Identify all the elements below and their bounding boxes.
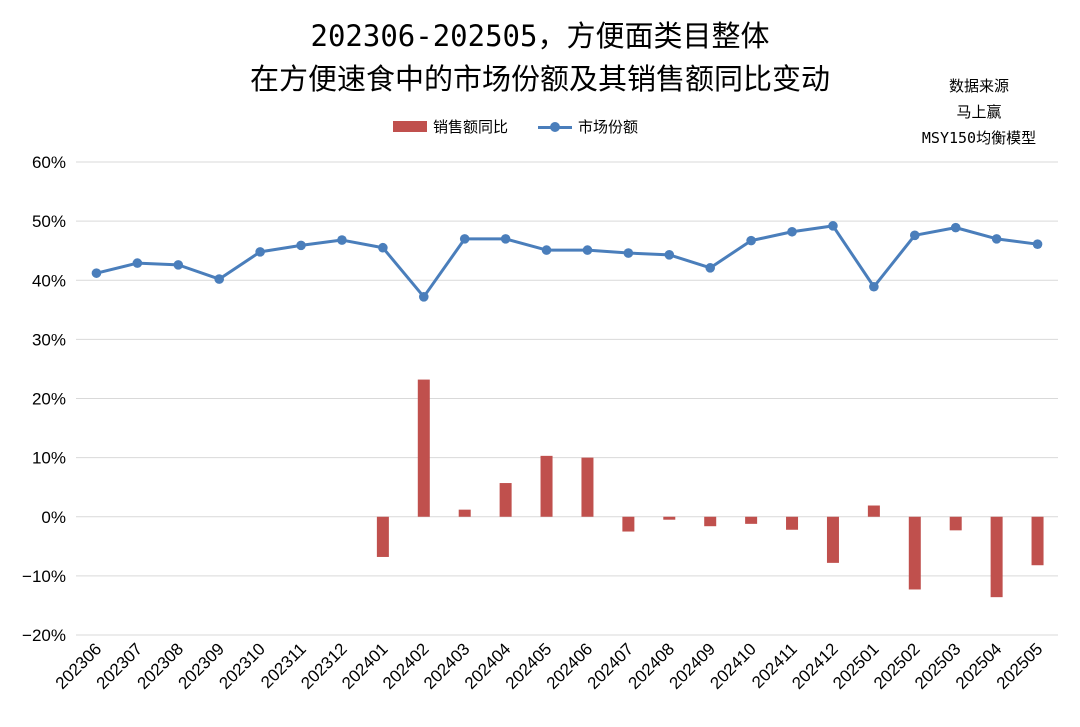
x-tick-label: 202505 [993,639,1047,693]
legend-item-sales-yoy: 销售额同比 [393,116,508,137]
bar-202407 [622,516,635,532]
source-line-2: 马上赢 [956,103,1002,121]
bar-202505 [1031,516,1044,566]
y-tick-label: 20% [32,390,66,409]
point-202505 [1032,239,1043,249]
point-202307 [132,258,143,268]
bar-202403 [458,509,471,517]
legend-label-sales-yoy: 销售额同比 [433,118,509,136]
bar-202409 [704,516,717,527]
y-tick-label: 10% [32,449,66,468]
legend-label-market-share: 市场份额 [578,118,639,136]
market-share-line [96,224,1038,299]
y-tick-label: −10% [22,567,66,586]
source-line-1: 数据来源 [948,77,1009,95]
point-202306 [91,268,102,278]
point-202308 [173,260,184,270]
bar-202405 [540,455,553,517]
legend-swatch-line [538,121,573,133]
point-202310 [255,247,265,257]
point-202311 [296,240,306,251]
bar-202401 [376,516,389,557]
data-source-note: 数据来源 马上赢 MSY150均衡模型 [904,73,1054,151]
chart-title-line2: 在方便速食中的市场份额及其销售额同比变动 [249,62,830,96]
point-202309 [214,274,225,284]
y-tick-label: 40% [32,271,66,290]
point-202410 [746,235,756,246]
y-tick-label: 0% [41,508,66,527]
bar-202406 [581,457,594,517]
point-202406 [582,245,593,255]
point-202402 [418,292,429,302]
bar-202410 [745,516,758,524]
point-202411 [787,226,797,237]
point-202502 [909,230,920,241]
point-202405 [541,245,552,255]
point-202504 [991,234,1002,244]
y-tick-label: 30% [32,330,66,349]
bar-202504 [990,516,1003,598]
y-tick-label: −20% [22,626,66,645]
point-202412 [828,221,838,231]
point-202408 [664,250,675,260]
point-202401 [378,242,388,253]
legend-swatch-bar [393,121,427,132]
point-202407 [623,248,634,258]
source-line-3: MSY150均衡模型 [921,129,1037,147]
point-202501 [869,281,879,292]
bar-202408 [663,516,676,520]
bar-202503 [949,516,962,531]
chart-legend: 销售额同比 市场份额 [393,116,668,137]
bar-202502 [908,516,921,590]
bar-202411 [786,516,799,530]
y-tick-label: 60% [32,153,66,172]
bar-202402 [417,379,430,517]
x-tick-label: 202410 [706,639,760,693]
y-tick-label: 50% [32,212,66,231]
point-202404 [500,234,511,244]
x-tick-label: 202310 [215,639,269,693]
point-202409 [705,263,716,273]
bar-202501 [867,505,880,517]
point-202403 [459,234,470,244]
point-202503 [950,222,961,233]
bar-202412 [826,516,839,563]
point-202312 [337,235,347,245]
legend-item-market-share: 市场份额 [538,116,638,137]
chart-title-line1: 202306-202505，方便面类目整体 [310,19,770,53]
bar-202404 [499,483,512,517]
